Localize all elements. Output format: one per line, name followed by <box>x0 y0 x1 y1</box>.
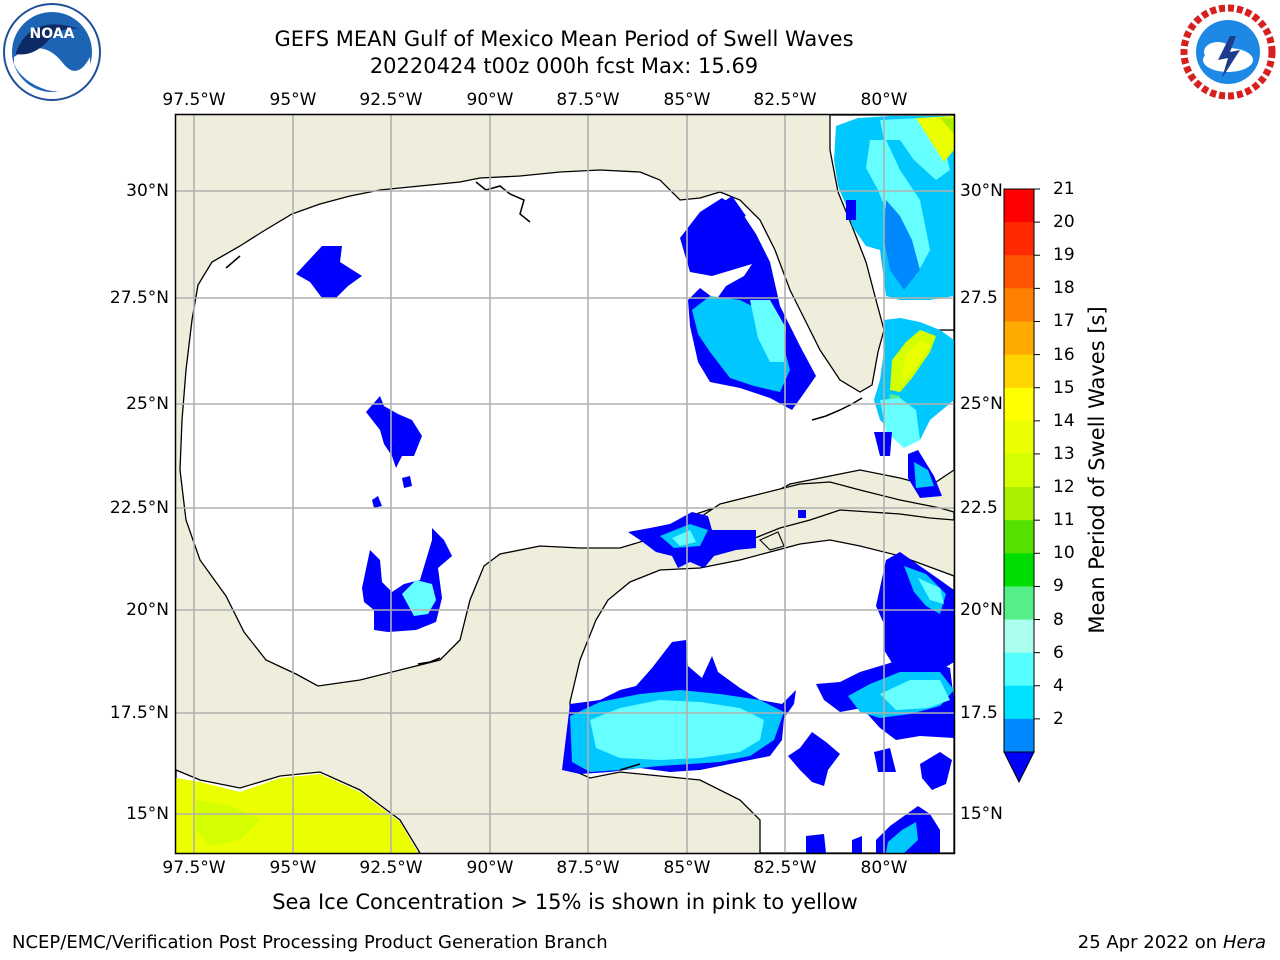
colorbar-swatch <box>1004 520 1034 554</box>
colorbar-extend-arrow <box>1003 751 1035 784</box>
lat-tick-left: 20°N <box>126 600 169 620</box>
sea-ice-note: Sea Ice Concentration > 15% is shown in … <box>272 890 858 914</box>
lon-tick-bottom: 87.5°W <box>556 858 620 878</box>
colorbar-tick-label: 21 <box>1053 179 1075 199</box>
swell-contours <box>176 116 954 853</box>
colorbar-tick-label: 9 <box>1053 576 1064 597</box>
colorbar-tick-label: 19 <box>1053 245 1075 266</box>
footer-host: Hera <box>1222 932 1266 953</box>
colorbar-swatch <box>1004 619 1034 654</box>
colorbar-swatch <box>1004 420 1034 455</box>
caribbean-water <box>569 539 954 853</box>
lon-tick-bottom: 92.5°W <box>359 858 423 878</box>
colorbar-swatch <box>1004 354 1034 389</box>
colorbar-tick-label: 15 <box>1053 377 1075 398</box>
lat-tick-left: 25°N <box>126 394 169 414</box>
coastline-details <box>225 181 863 771</box>
lon-tick-bottom: 82.5°W <box>753 858 817 878</box>
lat-tick-right: 25°N <box>960 394 1003 414</box>
nws-logo <box>1180 4 1276 100</box>
lon-tick-top: 82.5°W <box>753 90 817 110</box>
colorbar-tick-label: 20 <box>1053 212 1075 233</box>
noaa-logo-text: NOAA <box>30 26 75 42</box>
colorbar-tick-label: 17 <box>1053 311 1075 332</box>
colorbar-swatch <box>1004 288 1034 322</box>
lon-tick-top: 95°W <box>269 90 317 110</box>
lat-tick-right: 22.5 <box>960 498 998 518</box>
lat-tick-right: 17.5 <box>960 703 998 723</box>
colorbar-swatch <box>1004 321 1034 356</box>
lon-tick-bottom: 97.5°W <box>162 858 226 878</box>
lat-tick-left: 17.5°N <box>109 703 169 723</box>
lat-tick-right: 27.5 <box>960 288 998 308</box>
lat-tick-right: 20°N <box>960 600 1003 620</box>
lon-tick-top: 80°W <box>860 90 908 110</box>
colorbar-tick-label: 8 <box>1053 609 1064 630</box>
footer-date: 25 Apr 2022 on Hera <box>1078 932 1266 954</box>
lat-tick-right: 30°N <box>960 181 1003 201</box>
colorbar-swatch <box>1004 222 1034 256</box>
colorbar-tick-label: 13 <box>1053 443 1075 464</box>
colorbar-tick-label: 12 <box>1053 477 1075 498</box>
colorbar-swatch <box>1004 652 1034 687</box>
colorbar-swatch <box>1004 387 1034 422</box>
lat-tick-left: 22.5°N <box>109 498 169 518</box>
colorbar-swatch <box>1004 586 1034 621</box>
footer-date-text: 25 Apr 2022 on <box>1077 932 1223 953</box>
colorbar-swatch <box>1004 718 1034 753</box>
lon-tick-top: 97.5°W <box>162 90 226 110</box>
lon-tick-top: 85°W <box>663 90 711 110</box>
lon-tick-bottom: 95°W <box>269 858 317 878</box>
lat-tick-left: 15°N <box>126 804 169 824</box>
lon-tick-top: 87.5°W <box>556 90 620 110</box>
colorbar-swatch <box>1004 685 1034 720</box>
lon-tick-top: 90°W <box>466 90 514 110</box>
colorbar-swatch <box>1004 255 1034 289</box>
colorbar-tick-label: 18 <box>1053 278 1075 299</box>
footer-credit: NCEP/EMC/Verification Post Processing Pr… <box>12 932 608 953</box>
colorbar-tick-label: 16 <box>1053 344 1075 365</box>
colorbar-swatch <box>1004 553 1034 587</box>
lat-tick-right: 15°N <box>960 804 1003 824</box>
colorbar-tick-label: 10 <box>1053 543 1075 564</box>
lat-tick-left: 27.5°N <box>109 288 169 308</box>
lon-tick-bottom: 90°W <box>466 858 514 878</box>
colorbar-swatch <box>1004 487 1034 521</box>
lon-tick-top: 92.5°W <box>359 90 423 110</box>
chart-subtitle: 20220424 t00z 000h fcst Max: 15.69 <box>369 54 759 78</box>
colorbar <box>1003 188 1040 784</box>
lon-tick-bottom: 80°W <box>860 858 908 878</box>
noaa-logo: NOAA <box>3 3 101 101</box>
colorbar-tick-label: 2 <box>1053 708 1064 729</box>
colorbar-swatch <box>1004 453 1034 488</box>
lon-tick-bottom: 85°W <box>663 858 711 878</box>
colorbar-tick-label: 4 <box>1053 675 1064 696</box>
map-frame <box>174 113 956 855</box>
colorbar-tick-label: 11 <box>1053 510 1075 531</box>
gridlines <box>176 115 954 853</box>
lat-tick-left: 30°N <box>126 181 169 201</box>
colorbar-swatch <box>1004 189 1034 223</box>
colorbar-tick-label: 14 <box>1053 410 1075 431</box>
chart-title: GEFS MEAN Gulf of Mexico Mean Period of … <box>274 27 854 51</box>
colorbar-tick-label: 6 <box>1053 642 1064 663</box>
colorbar-title: Mean Period of Swell Waves [s] <box>1085 306 1109 634</box>
